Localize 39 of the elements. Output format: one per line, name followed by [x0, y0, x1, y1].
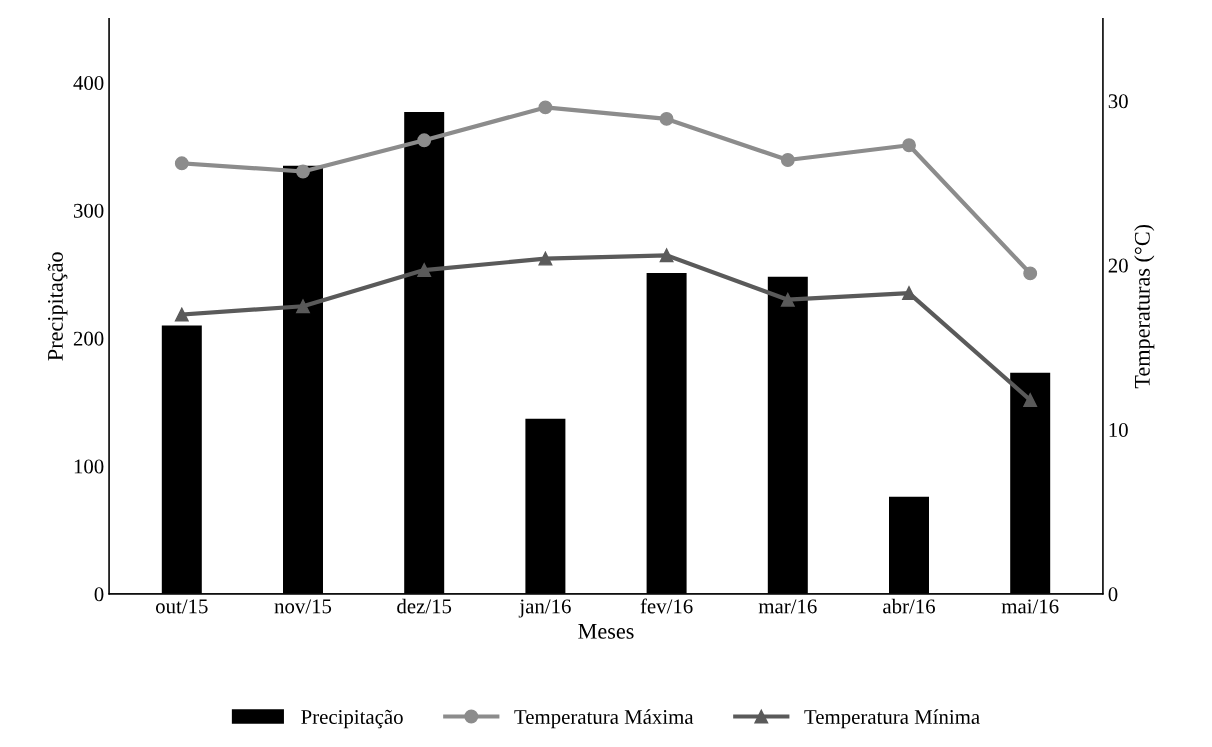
point [538, 251, 553, 266]
legend-label: Temperatura Máxima [514, 709, 694, 729]
x-tick-label: mai/16 [1001, 599, 1059, 614]
point [296, 299, 310, 314]
y2-axis-title: Temperaturas (°C) [1134, 224, 1155, 389]
point [1023, 266, 1038, 281]
x-axis-title: Meses [578, 624, 634, 639]
point [902, 286, 916, 301]
x-tick-label: fev/16 [640, 598, 693, 614]
point [538, 100, 553, 115]
y-tick-label: 200 [73, 331, 104, 346]
x-tick-label: abr/16 [883, 598, 935, 614]
point [1023, 392, 1038, 407]
y2-tick-label: 20 [1108, 258, 1128, 273]
point [417, 133, 432, 148]
point [780, 153, 795, 167]
point [659, 111, 674, 126]
point [780, 292, 795, 307]
point [174, 307, 189, 322]
y2-tick-label: 30 [1108, 94, 1128, 109]
y-axis-title: Precipitação [47, 252, 68, 361]
legend-label: Precipitação [301, 709, 403, 729]
y-tick-label: 0 [94, 587, 104, 602]
point [174, 156, 189, 171]
x-tick-label: jan/16 [518, 599, 571, 618]
y2-tick-label: 0 [1108, 587, 1118, 602]
point [296, 164, 310, 179]
x-tick-label: dez/15 [397, 598, 452, 614]
point [659, 248, 674, 263]
y-tick-label: 100 [74, 459, 104, 474]
point [902, 138, 916, 153]
x-tick-label: nov/15 [274, 599, 332, 614]
x-tick-label: mar/16 [758, 599, 817, 614]
x-tick-label: out/15 [155, 599, 208, 614]
point [417, 263, 432, 278]
legend-label: Temperatura Mínima [804, 709, 980, 729]
y-tick-label: 400 [73, 75, 104, 91]
y2-tick-label: 10 [1109, 422, 1128, 437]
y-tick-label: 300 [73, 203, 104, 218]
